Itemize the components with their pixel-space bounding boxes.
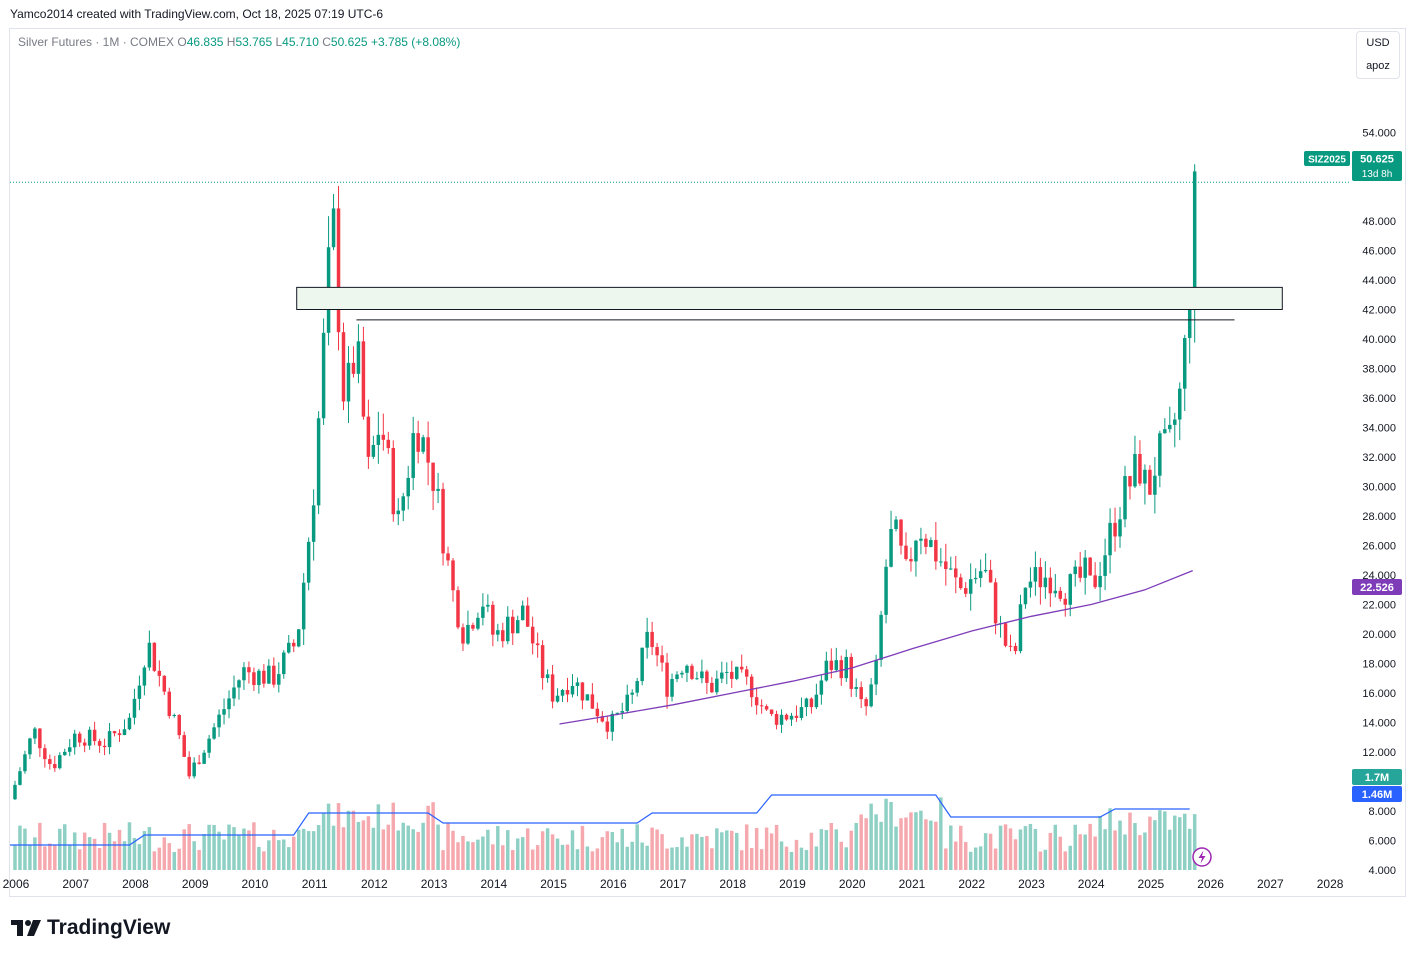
high-value: 53.765 [235, 35, 273, 49]
low-label: L [275, 35, 283, 49]
chart-frame [9, 28, 1406, 897]
low-value: 45.710 [282, 35, 319, 49]
currency-label[interactable]: USD [1366, 37, 1390, 49]
tradingview-logo[interactable]: TradingView [11, 916, 170, 940]
currency-selector[interactable]: USD apoz [1356, 31, 1400, 79]
open-label: O [177, 35, 187, 49]
close-value: 50.625 [330, 35, 368, 49]
chart-credit: Yamco2014 created with TradingView.com, … [10, 7, 384, 21]
symbol-legend[interactable]: Silver Futures · 1M · COMEX O46.835 H53.… [18, 35, 460, 49]
scale-label[interactable]: apoz [1366, 60, 1390, 72]
logo-text: TradingView [47, 916, 171, 939]
close-label: C [322, 35, 331, 49]
high-label: H [226, 35, 236, 49]
tradingview-logo-icon [11, 920, 41, 936]
open-value: 46.835 [186, 35, 224, 49]
symbol-name: Silver Futures · 1M · COMEX [18, 35, 175, 49]
change-value: +3.785 (+8.08%) [370, 35, 461, 49]
